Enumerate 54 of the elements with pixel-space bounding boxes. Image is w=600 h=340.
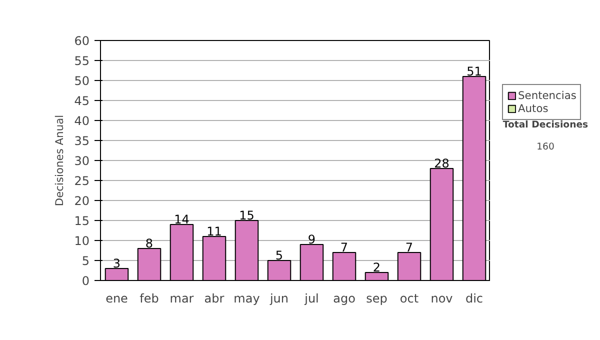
bar bbox=[137, 248, 162, 280]
bar bbox=[234, 220, 259, 280]
data-label: 51 bbox=[466, 64, 482, 78]
y-tick-label: 50 bbox=[74, 74, 90, 88]
x-tick-label: may bbox=[234, 292, 260, 306]
x-tick-label: mar bbox=[170, 292, 194, 306]
bar bbox=[267, 260, 292, 280]
y-tick-label: 60 bbox=[74, 34, 90, 48]
y-tick-label: 5 bbox=[82, 254, 90, 268]
bar bbox=[430, 168, 454, 280]
y-tick-label: 35 bbox=[74, 134, 90, 148]
data-label: 28 bbox=[434, 156, 450, 170]
x-tick-label: jun bbox=[268, 292, 289, 306]
data-label: 2 bbox=[372, 260, 381, 274]
x-tick-label: oct bbox=[400, 292, 419, 306]
data-label: 7 bbox=[405, 240, 414, 254]
x-tick-label: nov bbox=[430, 292, 453, 306]
bar bbox=[364, 272, 389, 280]
legend-label: Autos bbox=[518, 102, 548, 115]
y-tick-label: 0 bbox=[82, 274, 90, 288]
data-label: 7 bbox=[340, 240, 348, 254]
x-tick-label: ene bbox=[106, 292, 128, 306]
bar bbox=[332, 252, 356, 280]
y-tick-label: 20 bbox=[74, 194, 90, 208]
bar bbox=[397, 252, 422, 280]
bar bbox=[462, 76, 486, 280]
data-label: 5 bbox=[275, 248, 284, 262]
data-label: 9 bbox=[308, 232, 316, 246]
data-label: 3 bbox=[112, 256, 121, 270]
bar bbox=[170, 224, 194, 280]
legend-label: Sentencias bbox=[518, 89, 576, 102]
x-tick-label: dic bbox=[465, 292, 484, 306]
x-tick-label: feb bbox=[140, 292, 159, 306]
x-tick-label: sep bbox=[366, 292, 388, 306]
bar bbox=[202, 236, 226, 280]
y-tick-label: 45 bbox=[74, 94, 90, 108]
data-label: 11 bbox=[206, 224, 222, 238]
x-tick-label: ago bbox=[333, 292, 356, 306]
y-tick-label: 55 bbox=[74, 54, 90, 68]
data-label: 14 bbox=[174, 212, 190, 226]
text: Total Decisiones bbox=[502, 120, 589, 130]
y-tick-label: 40 bbox=[74, 114, 90, 128]
y-tick-label: 15 bbox=[74, 214, 90, 228]
text: 160 bbox=[536, 142, 554, 152]
data-label: 8 bbox=[145, 236, 154, 250]
y-tick-label: 30 bbox=[74, 154, 90, 168]
y-tick-label: 25 bbox=[74, 174, 90, 188]
y-tick-label: 10 bbox=[74, 234, 90, 248]
bar bbox=[300, 244, 324, 280]
y-axis-title: Decisiones Anual bbox=[53, 114, 66, 206]
data-label: 15 bbox=[239, 208, 254, 222]
x-tick-label: jul bbox=[304, 292, 319, 306]
x-tick-label: abr bbox=[204, 292, 224, 306]
bar bbox=[104, 268, 129, 280]
